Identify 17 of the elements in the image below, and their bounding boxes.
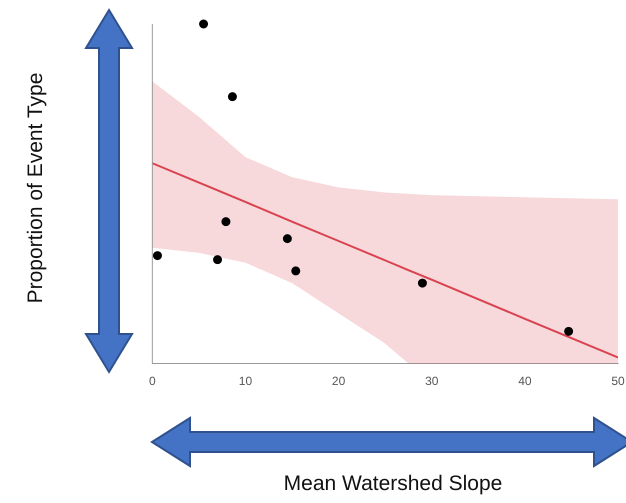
point — [152, 251, 162, 260]
point — [564, 326, 574, 336]
y-axis-title: Proportion of Event Type — [24, 72, 48, 304]
x-tick-label: 30 — [425, 374, 439, 388]
point — [418, 278, 427, 288]
point — [199, 20, 208, 28]
x-tick-label: 10 — [238, 374, 252, 388]
x-tick-label: 20 — [332, 374, 346, 388]
x-tick-label: 50 — [611, 374, 625, 388]
point — [228, 92, 237, 102]
point — [282, 234, 292, 244]
point — [221, 217, 230, 226]
x-tick-label: 40 — [518, 374, 532, 388]
x-tick-label: 0 — [148, 374, 156, 388]
point — [213, 255, 222, 264]
x-axis-title: Mean Watershed Slope — [284, 472, 502, 496]
point — [291, 266, 300, 276]
